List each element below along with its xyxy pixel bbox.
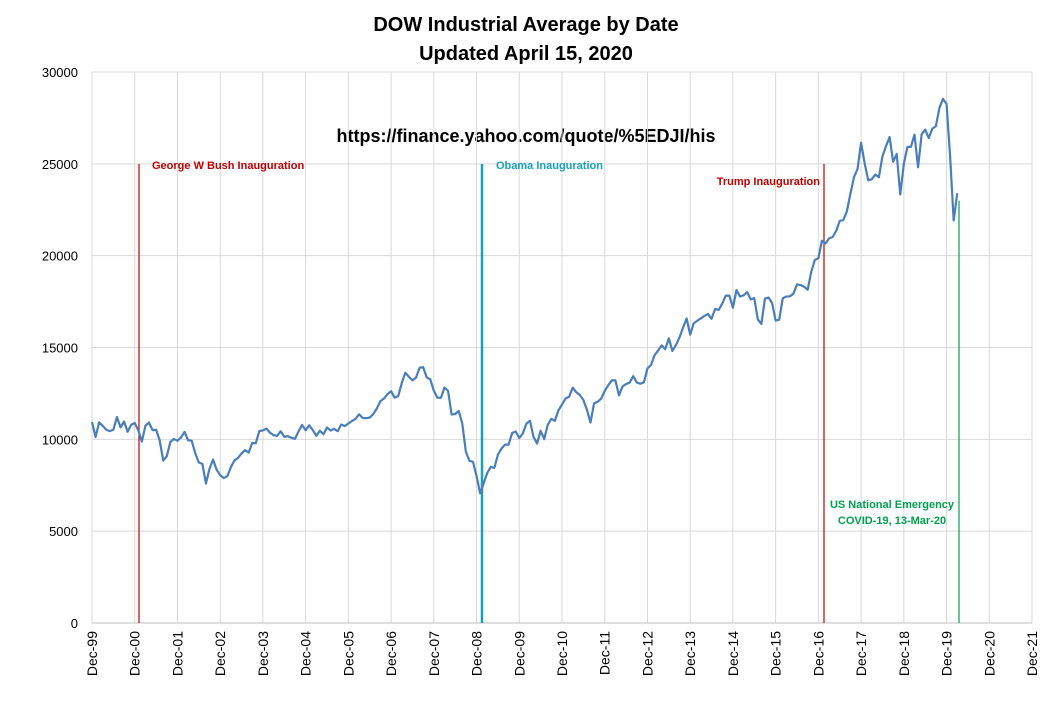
- x-tick-label: Dec-14: [725, 631, 741, 676]
- chart-title: DOW Industrial Average by Date: [373, 14, 678, 36]
- x-tick-label: Dec-15: [768, 631, 784, 676]
- y-tick-label: 20000: [42, 249, 78, 264]
- data-line: [90, 97, 959, 495]
- x-tick-label: Dec-00: [127, 631, 143, 676]
- x-tick-label: Dec-01: [169, 631, 185, 676]
- event-label: Obama Inauguration: [496, 160, 603, 172]
- event-label: US National Emergency: [830, 499, 955, 511]
- x-tick-label: Dec-02: [212, 631, 228, 676]
- x-tick-label: Dec-18: [896, 631, 912, 676]
- x-tick-label: Dec-03: [255, 631, 271, 676]
- event-label: Trump Inauguration: [717, 176, 821, 188]
- x-tick-label: Dec-05: [340, 631, 356, 676]
- x-tick-label: Dec-17: [853, 631, 869, 676]
- x-tick-label: Dec-19: [939, 631, 955, 676]
- x-tick-label: Dec-20: [981, 631, 997, 676]
- source-url: https://finance.yahoo.com/quote/%5EDJI/h…: [336, 126, 715, 146]
- x-tick-label: Dec-11: [597, 631, 613, 675]
- event-label: George W Bush Inauguration: [152, 160, 304, 172]
- x-tick-label: Dec-04: [298, 631, 314, 676]
- y-tick-label: 10000: [42, 432, 78, 447]
- x-tick-label: Dec-13: [682, 631, 698, 676]
- x-tick-label: Dec-09: [511, 631, 527, 676]
- x-tick-label: Dec-06: [383, 631, 399, 676]
- x-tick-label: Dec-21: [1024, 631, 1040, 676]
- x-tick-label: Dec-99: [84, 631, 100, 676]
- x-tick-label: Dec-08: [469, 631, 485, 676]
- x-tick-label: Dec-16: [810, 631, 826, 676]
- y-tick-label: 15000: [42, 341, 78, 356]
- x-tick-label: Dec-10: [554, 631, 570, 676]
- y-tick-label: 25000: [42, 157, 78, 172]
- event-label: COVID-19, 13-Mar-20: [838, 515, 946, 527]
- chart-subtitle: Updated April 15, 2020: [419, 43, 633, 65]
- x-tick-label: Dec-12: [639, 631, 655, 676]
- y-tick-label: 5000: [49, 524, 78, 539]
- x-tick-label: Dec-07: [426, 631, 442, 676]
- y-tick-label: 0: [71, 616, 78, 631]
- y-tick-label: 30000: [42, 65, 78, 80]
